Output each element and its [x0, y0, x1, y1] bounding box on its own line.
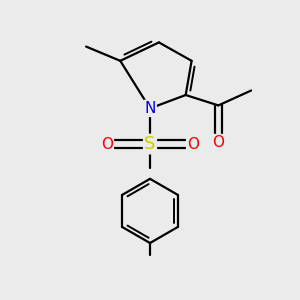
Text: O: O	[212, 135, 224, 150]
Text: O: O	[101, 136, 113, 152]
Text: O: O	[187, 136, 199, 152]
Text: S: S	[144, 135, 156, 153]
Text: N: N	[144, 101, 156, 116]
